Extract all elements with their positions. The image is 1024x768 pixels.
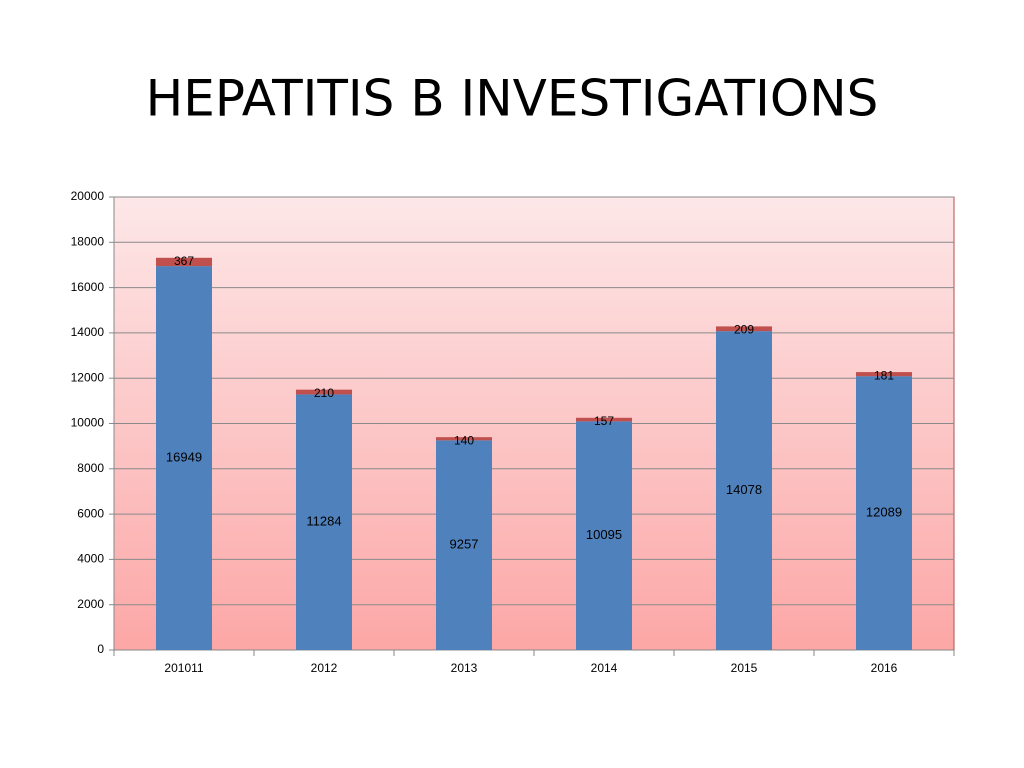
y-tick-label: 12000 bbox=[71, 370, 105, 384]
bar-segment bbox=[856, 372, 912, 377]
data-label: 14078 bbox=[726, 482, 762, 497]
y-tick-label: 0 bbox=[97, 642, 104, 656]
data-label: 209 bbox=[734, 323, 754, 337]
data-label: 10095 bbox=[586, 527, 622, 542]
x-tick-label: 2014 bbox=[591, 661, 618, 675]
y-tick-label: 6000 bbox=[77, 506, 104, 520]
y-tick-label: 8000 bbox=[77, 461, 104, 475]
bar-segment bbox=[856, 376, 912, 650]
bar-segment bbox=[156, 257, 212, 267]
chart-title: HEPATITIS B INVESTIGATIONS bbox=[146, 70, 879, 128]
x-tick-label: 2012 bbox=[311, 661, 338, 675]
bar-segment bbox=[576, 417, 632, 422]
data-label: 11284 bbox=[306, 514, 341, 529]
x-tick-label: 201011 bbox=[164, 661, 203, 675]
y-tick-label: 10000 bbox=[71, 416, 105, 430]
bar-segment bbox=[716, 331, 772, 650]
data-label: 157 bbox=[594, 414, 614, 428]
y-tick-label: 16000 bbox=[71, 280, 105, 294]
x-tick-label: 2016 bbox=[871, 661, 898, 675]
y-tick-label: 2000 bbox=[77, 597, 104, 611]
bar-segment bbox=[156, 266, 212, 650]
data-label: 9257 bbox=[450, 537, 479, 552]
bar-segment bbox=[296, 389, 352, 395]
data-label: 181 bbox=[874, 368, 894, 382]
data-label: 16949 bbox=[166, 449, 202, 464]
bar-segment bbox=[576, 421, 632, 650]
bar-segment bbox=[436, 437, 492, 441]
data-label: 210 bbox=[314, 386, 334, 400]
y-tick-label: 20000 bbox=[71, 189, 105, 203]
bar-segment bbox=[436, 440, 492, 650]
y-tick-label: 4000 bbox=[77, 552, 104, 566]
x-tick-label: 2013 bbox=[451, 661, 478, 675]
bar-segment bbox=[716, 326, 772, 332]
data-label: 140 bbox=[454, 433, 474, 447]
x-tick-label: 2015 bbox=[731, 661, 758, 675]
data-label: 12089 bbox=[866, 505, 902, 520]
y-tick-label: 18000 bbox=[71, 234, 105, 248]
bar-segment bbox=[296, 394, 352, 650]
y-tick-label: 14000 bbox=[71, 325, 105, 339]
data-label: 367 bbox=[174, 254, 194, 268]
